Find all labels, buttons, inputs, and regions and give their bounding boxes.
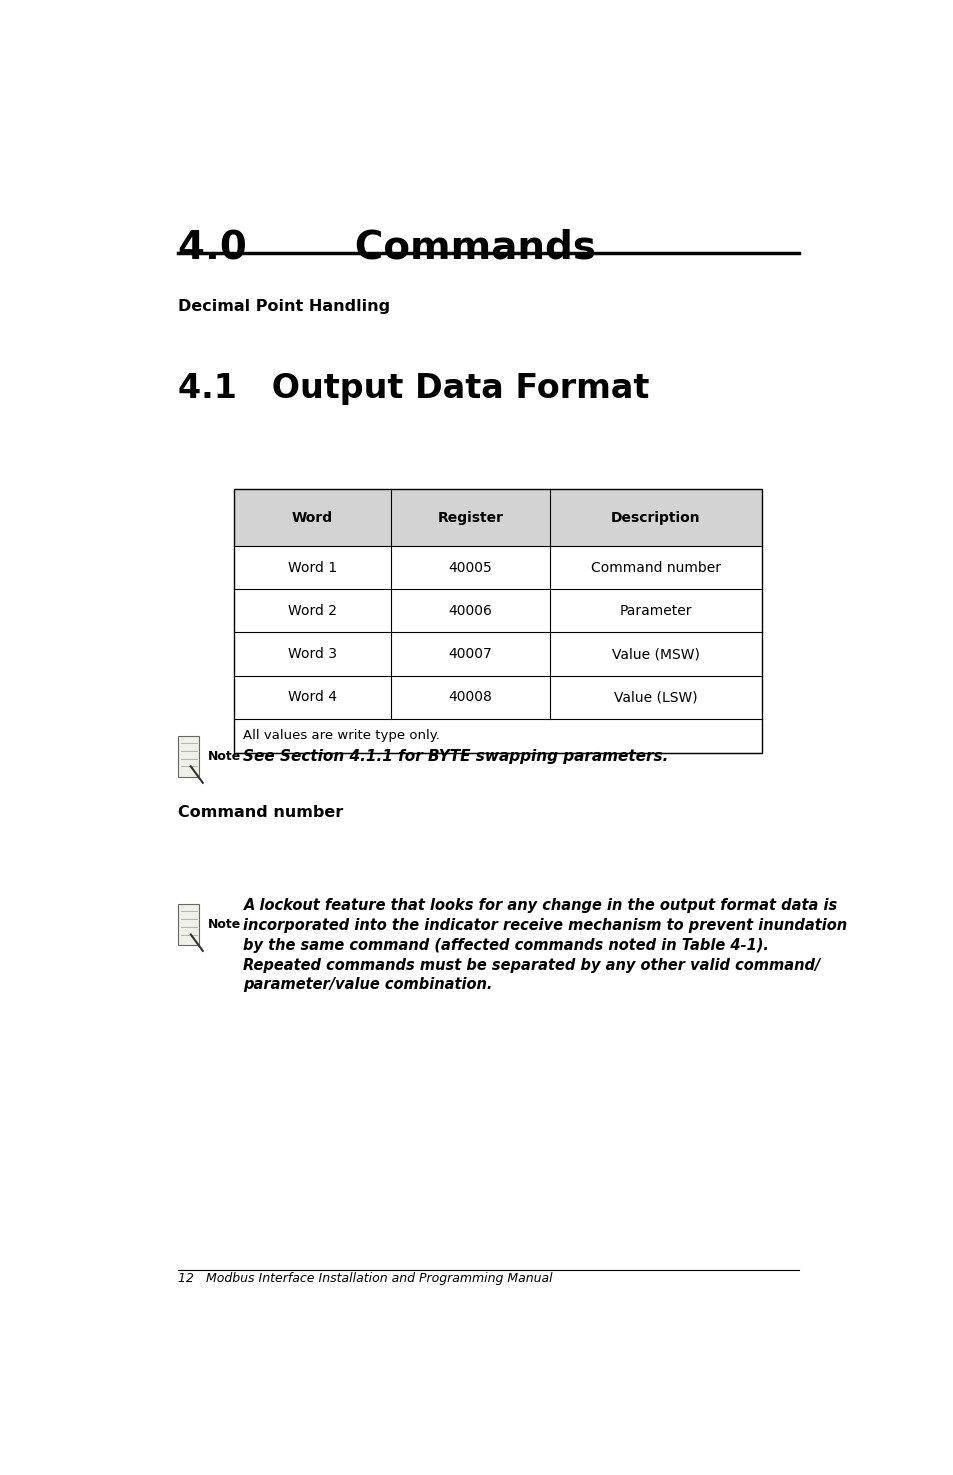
Text: 40005: 40005 <box>448 560 492 575</box>
Text: Word 3: Word 3 <box>288 648 336 661</box>
Text: Parameter: Parameter <box>619 603 692 618</box>
Bar <box>233 490 761 546</box>
Bar <box>178 904 199 945</box>
Text: Value (MSW): Value (MSW) <box>612 648 700 661</box>
Text: All values are write type only.: All values are write type only. <box>242 729 439 742</box>
Text: 40007: 40007 <box>448 648 492 661</box>
Text: Command number: Command number <box>591 560 720 575</box>
Text: Description: Description <box>611 510 700 525</box>
Text: A lockout feature that looks for any change in the output format data is
incorpo: A lockout feature that looks for any cha… <box>243 898 846 993</box>
Bar <box>178 736 199 777</box>
Text: 40008: 40008 <box>448 690 492 704</box>
Text: See Section 4.1.1 for BYTE swapping parameters.: See Section 4.1.1 for BYTE swapping para… <box>243 749 668 764</box>
Text: Command number: Command number <box>178 805 343 820</box>
Text: 4.1   Output Data Format: 4.1 Output Data Format <box>178 372 649 406</box>
Text: Decimal Point Handling: Decimal Point Handling <box>178 298 390 314</box>
Text: Word 4: Word 4 <box>288 690 336 704</box>
Text: Value (LSW): Value (LSW) <box>614 690 697 704</box>
Text: Register: Register <box>437 510 503 525</box>
Text: 40006: 40006 <box>448 603 492 618</box>
Text: 12   Modbus Interface Installation and Programming Manual: 12 Modbus Interface Installation and Pro… <box>178 1273 553 1286</box>
Text: 4.0        Commands: 4.0 Commands <box>178 229 596 266</box>
Text: Word 1: Word 1 <box>288 560 336 575</box>
Text: Word: Word <box>292 510 333 525</box>
Text: Word 2: Word 2 <box>288 603 336 618</box>
Bar <box>233 490 761 752</box>
Text: Note: Note <box>208 749 241 763</box>
Text: Note: Note <box>208 917 241 931</box>
